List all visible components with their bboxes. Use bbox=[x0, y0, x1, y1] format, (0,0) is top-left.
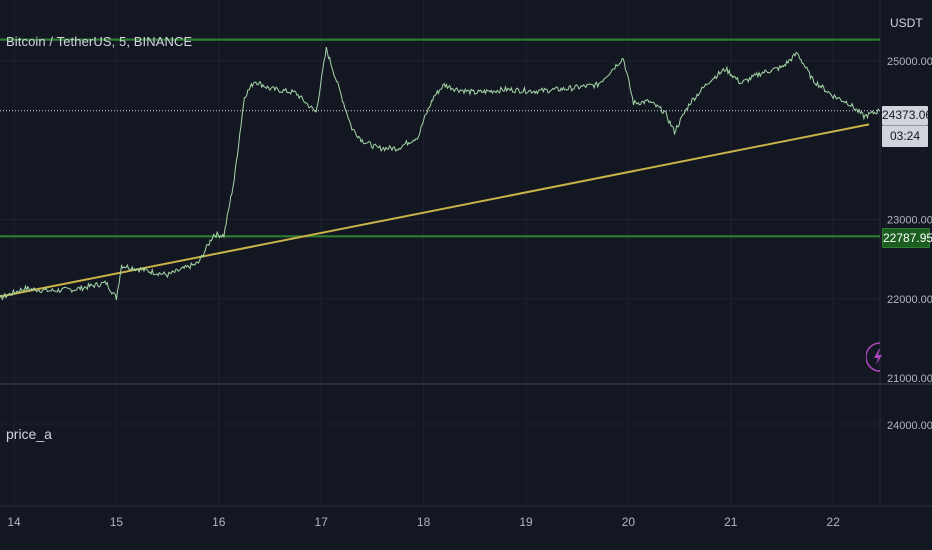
level-price-tag: 22787.95 bbox=[882, 228, 932, 248]
y-tick-label: 23000.00 bbox=[887, 215, 932, 227]
x-axis-ticks: 14 15 16 17 18 19 20 21 22 bbox=[7, 515, 840, 529]
pane-separators bbox=[0, 0, 932, 507]
trendline-layer bbox=[0, 123, 870, 298]
symbol-title[interactable]: Bitcoin / TetherUS, 5, BINANCE bbox=[6, 34, 193, 49]
x-tick-label: 19 bbox=[519, 515, 533, 529]
x-tick-label: 21 bbox=[724, 515, 738, 529]
y-tick-label: 22000.00 bbox=[887, 294, 932, 306]
price-line bbox=[0, 47, 880, 301]
current-price-tag: 24373.06 bbox=[882, 106, 932, 125]
price-series-layer bbox=[0, 47, 880, 301]
y-axis-ticks: 25000.00 23000.00 22000.00 21000.00 bbox=[887, 56, 932, 385]
indicator-axis: 24000.00 bbox=[887, 420, 932, 432]
x-tick-label: 15 bbox=[110, 515, 124, 529]
x-tick-label: 17 bbox=[315, 515, 329, 529]
y-tick-label: 25000.00 bbox=[887, 56, 932, 68]
x-tick-label: 22 bbox=[827, 515, 841, 529]
x-tick-label: 20 bbox=[622, 515, 636, 529]
indicator-tick-label: 24000.00 bbox=[887, 420, 932, 432]
trendline bbox=[0, 123, 870, 298]
lightning-bolt-icon[interactable] bbox=[866, 342, 888, 372]
horizontal-levels bbox=[0, 38, 880, 238]
y-tick-label: 21000.00 bbox=[887, 373, 932, 385]
grid-lines bbox=[0, 0, 880, 505]
bar-countdown-tag: 03:24 bbox=[882, 125, 928, 147]
currency-label[interactable]: USDT bbox=[890, 16, 923, 30]
x-tick-label: 14 bbox=[7, 515, 21, 529]
x-tick-label: 16 bbox=[212, 515, 226, 529]
x-tick-label: 18 bbox=[417, 515, 431, 529]
indicator-label[interactable]: price_a bbox=[6, 426, 52, 442]
